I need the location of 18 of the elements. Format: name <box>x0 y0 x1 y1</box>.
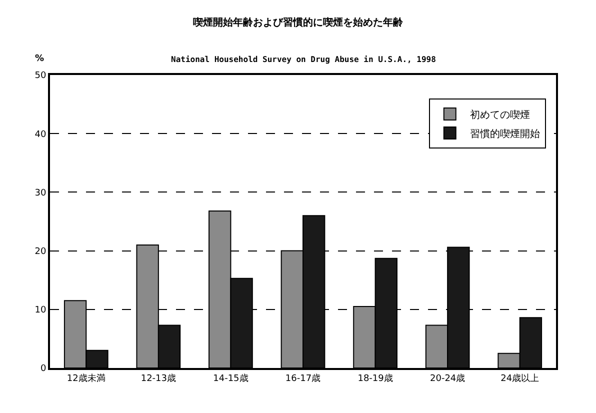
y-tick-label: 10 <box>34 306 46 316</box>
chart-title: 喫煙開始年齢および習慣的に喫煙を始めた年齢 <box>193 16 404 29</box>
x-tick-label: 20-24歳 <box>430 372 466 384</box>
y-tick-label: 30 <box>34 188 46 198</box>
x-tick-label: 18-19歳 <box>358 372 393 384</box>
chart-subtitle: National Household Survey on Drug Abuse in U.S.A., 1998 <box>171 55 436 64</box>
y-axis-title: % <box>35 54 44 64</box>
x-tick-label: 12-13歳 <box>140 372 176 384</box>
legend-label: 初めての喫煙 <box>470 108 530 121</box>
x-tick-label: 14-15歳 <box>213 372 248 384</box>
legend-label: 習慣的喫煙開始 <box>470 128 540 140</box>
y-tick-label: 0 <box>40 364 46 374</box>
y-tick-label: 20 <box>34 246 46 257</box>
x-tick-label: 12歳未満 <box>66 372 106 384</box>
y-tick-label: 40 <box>34 130 46 140</box>
x-tick-label: 24歳以上 <box>500 372 540 384</box>
x-tick-label: 16-17歳 <box>285 372 321 384</box>
y-tick-label: 50 <box>34 71 46 82</box>
